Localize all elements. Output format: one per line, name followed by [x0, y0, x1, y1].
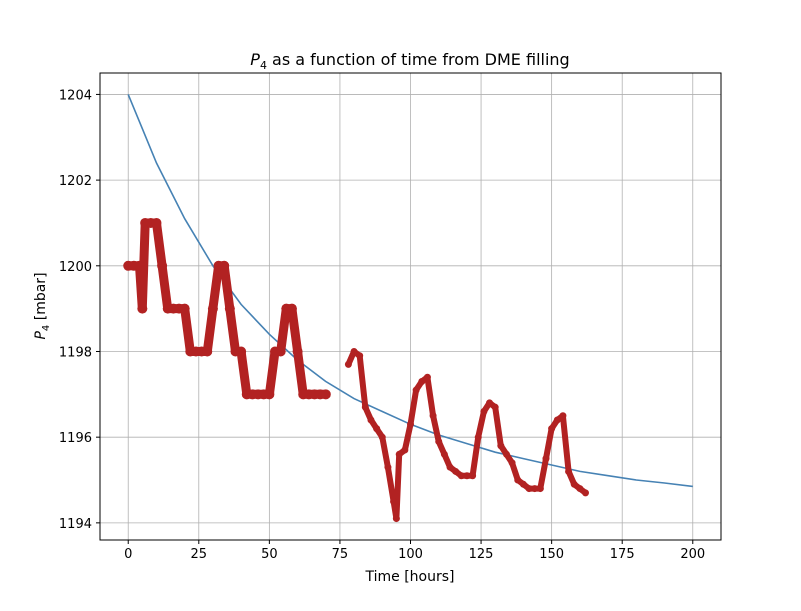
measured-late-point [373, 425, 381, 433]
x-tick-label: 125 [469, 547, 494, 562]
measured-late-point [407, 420, 414, 428]
measured-early-point [275, 346, 286, 357]
measured-late-point [486, 399, 494, 407]
x-tick-label: 75 [332, 547, 349, 562]
measured-late-point [356, 352, 364, 360]
x-tick-label: 100 [398, 547, 423, 562]
y-tick-label: 1200 [59, 260, 92, 275]
x-tick-label: 25 [191, 547, 208, 562]
measured-early-point [236, 346, 247, 357]
measured-late-point [361, 403, 369, 411]
x-tick-label: 175 [610, 547, 635, 562]
x-tick-label: 0 [124, 547, 132, 562]
measured-late-point [531, 485, 539, 493]
measured-late-point [582, 489, 590, 497]
y-tick-label: 1204 [59, 88, 92, 103]
measured-late-point [553, 416, 561, 424]
measured-late-point [542, 455, 550, 463]
measured-early-point [224, 303, 235, 314]
x-tick-label: 50 [261, 547, 278, 562]
x-tick-label: 200 [680, 547, 705, 562]
measured-late-point [452, 467, 460, 475]
measured-early-point [219, 260, 230, 271]
y-tick-label: 1198 [59, 345, 92, 360]
y-axis-label: P4 [mbar] [33, 272, 52, 339]
measured-late-point [344, 360, 352, 368]
measured-late-point [514, 476, 522, 484]
measured-late-point [418, 377, 426, 385]
measured-late-point [446, 463, 454, 471]
measured-late-point [469, 472, 477, 480]
axes: 0 25 50 75 100 125 150 175 200 1194 1196 1198 1200 12… [59, 72, 722, 562]
measured-late-point [480, 407, 488, 415]
measured-late-point [384, 463, 392, 471]
measured-early-point [292, 346, 303, 357]
measured-late-point [390, 497, 398, 505]
measured-late-point [565, 467, 573, 475]
y-tick-label: 1194 [59, 517, 92, 532]
measured-late-point [367, 416, 375, 424]
measured-late-point [519, 480, 527, 488]
measured-series [123, 217, 590, 523]
measured-late-point [395, 450, 403, 458]
measured-late-point [576, 485, 584, 493]
measured-late-point [502, 450, 510, 458]
chart-title: P4 as a function of time from DME fillin… [250, 50, 569, 72]
measured-late-point [491, 403, 499, 411]
measured-late-point [463, 472, 471, 480]
measured-late-point [392, 515, 400, 523]
measured-late-point [440, 450, 448, 458]
measured-early-point [157, 260, 168, 271]
measured-late-point [525, 485, 533, 493]
measured-late-point [474, 433, 482, 441]
measured-early-point [151, 217, 162, 228]
measured-late-point [508, 459, 516, 467]
measured-early-point [264, 389, 275, 400]
measured-early-point [320, 389, 331, 400]
measured-early-point [286, 303, 297, 314]
measured-late-point [429, 412, 437, 420]
x-tick-label: 150 [539, 547, 564, 562]
measured-late-point [497, 442, 505, 450]
measured-late-point [401, 446, 409, 454]
measured-late-point [457, 472, 465, 480]
measured-late-point [378, 433, 386, 441]
measured-early-point [202, 346, 213, 357]
measured-late-point [423, 373, 431, 381]
y-tick-label: 1202 [59, 174, 92, 189]
measured-late-point [536, 485, 544, 493]
measured-late-point [548, 425, 556, 433]
measured-early-point [207, 303, 218, 314]
measured-early-point [179, 303, 190, 314]
measured-late-point [435, 437, 443, 445]
measured-late-point [570, 480, 578, 488]
measured-late-point [412, 386, 420, 394]
measured-early-point [134, 260, 145, 271]
measured-early-point [137, 303, 148, 314]
x-axis-label: Time [hours] [365, 569, 455, 585]
y-tick-label: 1196 [59, 431, 92, 446]
measured-late-point [350, 347, 358, 355]
measured-late-point [559, 412, 567, 420]
